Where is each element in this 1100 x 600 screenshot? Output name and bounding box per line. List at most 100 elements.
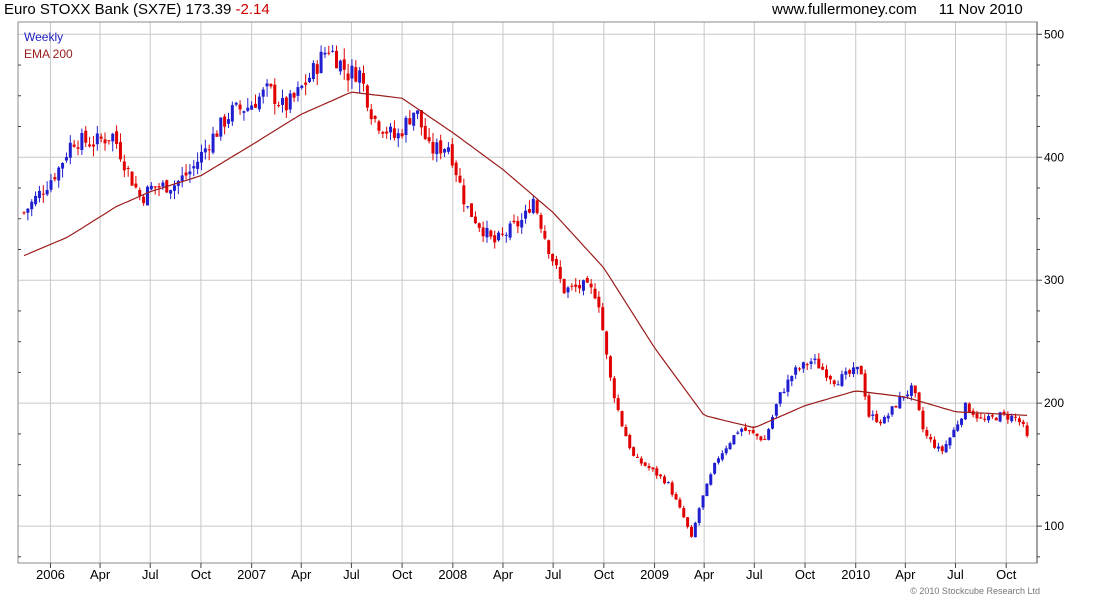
candle-body <box>585 277 589 283</box>
candle-body <box>944 444 948 453</box>
candle-body <box>462 185 466 205</box>
candle-body <box>342 59 346 70</box>
x-tick-label: Apr <box>895 567 916 582</box>
candle-body <box>481 227 485 237</box>
candle-body <box>855 366 859 370</box>
candle-body <box>446 147 450 152</box>
candle-body <box>315 64 319 74</box>
candle-body <box>95 133 99 145</box>
candle-body <box>431 142 435 154</box>
candle-body <box>581 280 585 291</box>
candle-body <box>578 285 582 289</box>
candle-body <box>643 462 647 466</box>
candle-body <box>608 356 612 378</box>
candle-body <box>983 418 987 420</box>
candle-body <box>566 287 570 293</box>
candle-body <box>269 84 273 87</box>
candle-body <box>41 193 45 195</box>
candle-body <box>990 415 994 417</box>
candle-body <box>770 417 774 429</box>
x-tick-label: Apr <box>694 567 715 582</box>
last-price: 173.39 <box>185 1 232 18</box>
candle-body <box>913 385 917 394</box>
candle-body <box>22 212 26 214</box>
candle-body <box>508 223 512 238</box>
candle-body <box>940 446 944 452</box>
candle-body <box>759 436 763 441</box>
candle-body <box>527 208 531 213</box>
x-tick-label: Jul <box>545 567 562 582</box>
plot-frame <box>17 21 1038 564</box>
candle-body <box>72 144 76 147</box>
candle-body <box>504 234 508 236</box>
candle-body <box>192 166 196 169</box>
instrument-name: Euro STOXX Bank (SX7E) <box>4 1 182 18</box>
legend: Weekly EMA 200 <box>24 30 73 61</box>
candle-body <box>716 458 720 463</box>
candle-body <box>346 73 350 81</box>
candle-body <box>354 67 358 82</box>
candle-body <box>489 230 493 237</box>
candle-body <box>647 466 651 468</box>
candle-body <box>416 110 420 114</box>
candle-body <box>751 430 755 433</box>
candle-body <box>817 358 821 369</box>
candle-body <box>728 443 732 450</box>
candle-body <box>304 82 308 85</box>
x-tick-label: 2007 <box>237 567 266 582</box>
candle-body <box>790 375 794 382</box>
candle-body <box>157 186 161 188</box>
candle-body <box>801 362 805 369</box>
candle-body <box>419 110 423 128</box>
candle-body <box>763 439 767 441</box>
candle-body <box>335 50 339 69</box>
candle-body <box>562 279 566 294</box>
candle-body <box>886 415 890 419</box>
candle-body <box>778 392 782 404</box>
candle-body <box>678 499 682 508</box>
candle-body <box>427 137 431 142</box>
candle-body <box>223 116 227 127</box>
candle-body <box>381 131 385 134</box>
candle-body <box>551 254 555 262</box>
candle-body <box>443 149 447 153</box>
candle-body <box>635 456 639 458</box>
candle-body <box>979 417 983 419</box>
candle-body <box>242 111 246 113</box>
candle-body <box>960 418 964 425</box>
candle-body <box>524 210 528 219</box>
site-link[interactable]: www.fullermoney.com <box>772 1 917 18</box>
y-tick-label: 300 <box>1044 273 1064 287</box>
candle-body <box>485 227 489 238</box>
candle-body <box>975 413 979 419</box>
candle-body <box>107 140 111 142</box>
candle-body <box>840 374 844 386</box>
candle-body <box>327 52 331 54</box>
x-tick-label: Apr <box>291 567 312 582</box>
candle-body <box>902 397 906 399</box>
candle-body <box>782 391 786 393</box>
candle-body <box>408 118 412 125</box>
candle-body <box>207 149 211 151</box>
candle-body <box>76 147 80 149</box>
candle-body <box>169 190 173 194</box>
candle-body <box>882 416 886 424</box>
candle-body <box>998 412 1002 422</box>
candle-body <box>350 65 354 79</box>
candle-body <box>454 162 458 176</box>
candle-body <box>558 266 562 279</box>
candle-body <box>1010 415 1014 422</box>
candle-body <box>848 370 852 374</box>
candle-body <box>809 361 813 364</box>
candle-body <box>199 151 203 163</box>
candle-body <box>84 130 88 143</box>
candle-body <box>956 424 960 431</box>
candle-body <box>122 161 126 171</box>
candle-body <box>593 288 597 299</box>
candle-body <box>743 427 747 431</box>
candle-body <box>863 373 867 397</box>
candle-body <box>392 128 396 138</box>
candle-body <box>670 482 674 495</box>
candle-body <box>589 283 593 288</box>
candle-body <box>331 50 335 52</box>
